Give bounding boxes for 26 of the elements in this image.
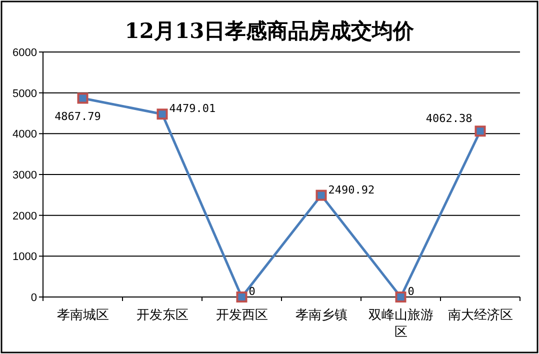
data-label: 4867.79: [54, 110, 101, 124]
x-tick-label: 南大经济区: [448, 308, 513, 323]
point: [395, 292, 406, 302]
x-tick-label: 孝南城区: [56, 308, 109, 323]
y-tick-label: 4000: [12, 128, 37, 141]
y-tick-label: 5000: [12, 88, 37, 100]
y-tick-label: 1000: [12, 251, 37, 264]
x-tick-label: 开发西区: [216, 308, 268, 323]
x-tick-label: 开发东区: [136, 308, 188, 323]
chart-title: 12月13日孝感商品房成交均价: [124, 18, 416, 43]
data-label: 2490.92: [328, 183, 375, 196]
point: [474, 126, 486, 137]
y-tick-label: 2000: [12, 210, 37, 222]
point: [236, 292, 248, 302]
data-label: 0: [408, 285, 414, 298]
data-label: 4479.01: [169, 102, 216, 116]
x-tick-label: 孝南乡镇: [295, 308, 348, 323]
data-label: 0: [248, 285, 256, 298]
y-tick-label: 6000: [12, 47, 37, 59]
y-tick-label: 0: [30, 292, 37, 304]
y-tick-label: 3000: [12, 170, 37, 182]
point: [316, 190, 327, 201]
x-tick-label: 双峰山旅游区: [368, 308, 434, 340]
point: [77, 92, 88, 104]
data-label: 4062.38: [426, 112, 472, 126]
point: [156, 108, 168, 120]
